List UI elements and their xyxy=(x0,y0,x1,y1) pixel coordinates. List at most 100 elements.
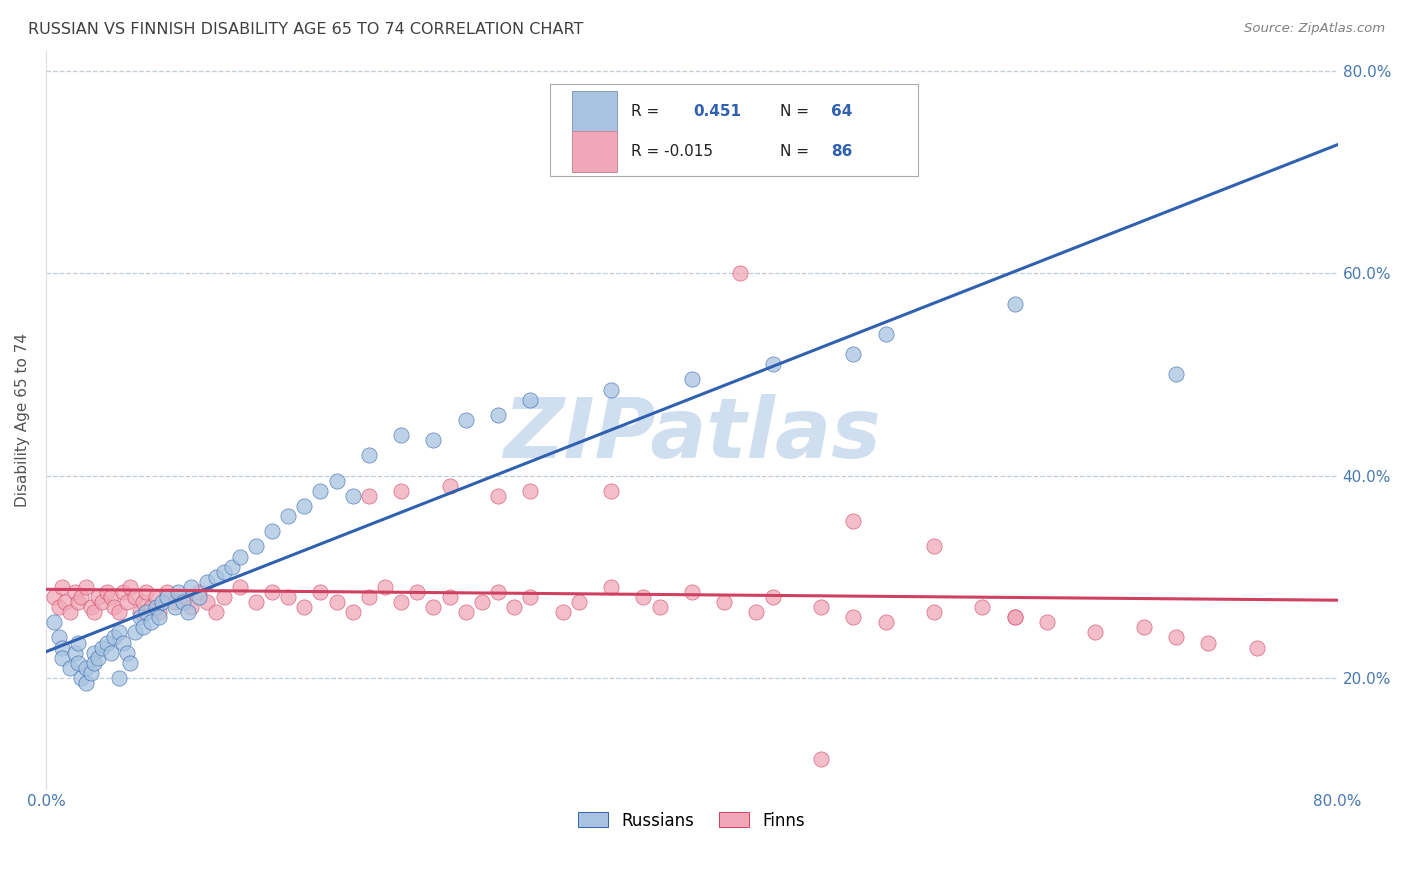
Point xyxy=(1166,368,1188,382)
Point xyxy=(167,585,190,599)
Point xyxy=(172,595,194,609)
Point xyxy=(648,600,671,615)
Point xyxy=(70,671,93,685)
Point xyxy=(681,585,703,599)
Point xyxy=(107,671,129,685)
Point xyxy=(91,595,114,609)
Point xyxy=(177,605,200,619)
Point xyxy=(86,650,108,665)
Point xyxy=(922,540,945,554)
Point xyxy=(842,514,865,528)
Point xyxy=(374,580,396,594)
Point xyxy=(83,656,105,670)
Y-axis label: Disability Age 65 to 74: Disability Age 65 to 74 xyxy=(15,333,30,507)
Point xyxy=(124,625,146,640)
Point xyxy=(67,656,90,670)
Point xyxy=(67,635,90,649)
Point xyxy=(681,372,703,386)
Point xyxy=(112,585,135,599)
Point xyxy=(107,605,129,619)
Point xyxy=(1084,625,1107,640)
Point xyxy=(100,646,122,660)
Point xyxy=(486,489,509,503)
Point xyxy=(600,383,623,397)
Point xyxy=(135,585,157,599)
Text: R = -0.015: R = -0.015 xyxy=(631,144,713,159)
Point xyxy=(486,585,509,599)
Point xyxy=(42,615,65,630)
Point xyxy=(519,392,541,407)
Point xyxy=(83,605,105,619)
Point xyxy=(135,605,157,619)
Point xyxy=(810,600,832,615)
Point xyxy=(139,600,162,615)
Point xyxy=(118,656,141,670)
Point xyxy=(103,600,125,615)
Point xyxy=(972,600,994,615)
Text: N =: N = xyxy=(780,144,808,159)
Point xyxy=(165,595,187,609)
Point xyxy=(842,347,865,361)
Point xyxy=(197,574,219,589)
Point xyxy=(80,665,103,680)
Point xyxy=(633,590,655,604)
Legend: Russians, Finns: Russians, Finns xyxy=(572,805,813,837)
Point xyxy=(59,605,82,619)
Point xyxy=(357,590,380,604)
Point xyxy=(245,595,267,609)
Point xyxy=(728,266,751,280)
Point xyxy=(103,631,125,645)
Point xyxy=(148,605,170,619)
Point xyxy=(1036,615,1059,630)
Point xyxy=(342,489,364,503)
Text: Source: ZipAtlas.com: Source: ZipAtlas.com xyxy=(1244,22,1385,36)
Point xyxy=(600,483,623,498)
Point xyxy=(228,549,250,564)
Point xyxy=(100,590,122,604)
Point xyxy=(713,595,735,609)
Point xyxy=(128,605,150,619)
Text: R =: R = xyxy=(631,103,659,119)
Point xyxy=(292,499,315,513)
Point xyxy=(519,483,541,498)
Point xyxy=(422,433,444,447)
Point xyxy=(309,483,332,498)
Text: 86: 86 xyxy=(831,144,852,159)
Point xyxy=(150,595,173,609)
Point xyxy=(503,600,526,615)
Text: N =: N = xyxy=(780,103,808,119)
Point xyxy=(245,540,267,554)
Point xyxy=(115,595,138,609)
Point xyxy=(188,585,211,599)
Point xyxy=(357,489,380,503)
Point xyxy=(172,590,194,604)
Point xyxy=(292,600,315,615)
Point xyxy=(48,600,70,615)
Point xyxy=(139,615,162,630)
Point xyxy=(228,580,250,594)
Point xyxy=(70,590,93,604)
Point xyxy=(1166,631,1188,645)
Point xyxy=(406,585,429,599)
Point xyxy=(67,595,90,609)
Point xyxy=(277,590,299,604)
Point xyxy=(357,448,380,462)
Text: 64: 64 xyxy=(831,103,852,119)
Point xyxy=(221,559,243,574)
Point xyxy=(922,605,945,619)
Point xyxy=(761,357,783,371)
Point xyxy=(389,595,412,609)
Point xyxy=(80,600,103,615)
FancyBboxPatch shape xyxy=(550,84,918,177)
Point xyxy=(1133,620,1156,634)
Point xyxy=(519,590,541,604)
Point xyxy=(1004,610,1026,624)
Point xyxy=(454,413,477,427)
Point xyxy=(132,595,155,609)
Point xyxy=(260,524,283,539)
Point xyxy=(389,428,412,442)
Point xyxy=(422,600,444,615)
Point xyxy=(325,595,347,609)
Point xyxy=(342,605,364,619)
Point xyxy=(204,605,226,619)
